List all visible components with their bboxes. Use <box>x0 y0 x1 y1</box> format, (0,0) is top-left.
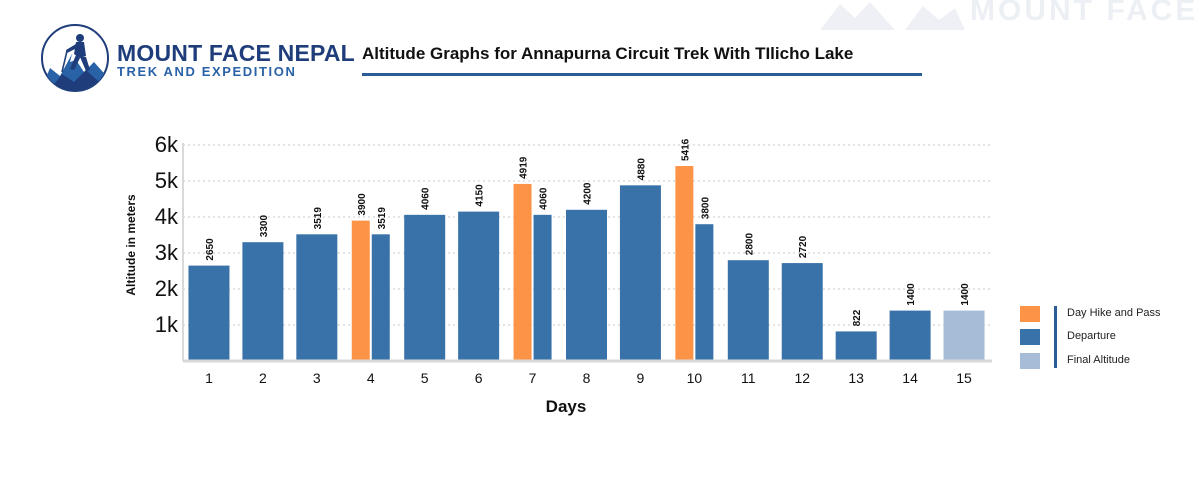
bar-day-12-departure <box>781 263 823 361</box>
y-tick-label-4k: 4k <box>155 204 179 229</box>
y-tick-label-6k: 6k <box>155 132 179 157</box>
bar-day-9-departure <box>619 185 661 361</box>
bar-day-15-final_altitude <box>943 310 985 361</box>
data-label-day-6-departure: 4150 <box>475 184 486 207</box>
y-tick-label-1k: 1k <box>155 312 179 337</box>
data-label-day-4-day_hike_and_pass: 3900 <box>357 193 368 216</box>
legend-label-final-altitude: Final Altitude <box>1067 354 1130 366</box>
bar-day-6-departure <box>458 211 500 361</box>
data-label-day-10-departure: 3800 <box>700 197 711 220</box>
y-tick-label-5k: 5k <box>155 168 179 193</box>
x-tick-label-day-14: 14 <box>902 370 918 386</box>
data-label-day-8-departure: 4200 <box>583 182 594 205</box>
legend-swatch-final-altitude <box>1020 353 1040 369</box>
x-tick-label-day-10: 10 <box>687 370 703 386</box>
data-label-day-11-departure: 2800 <box>744 233 755 256</box>
bar-day-3-departure <box>296 234 338 361</box>
brand-name: MOUNT FACE NEPAL <box>117 40 355 66</box>
bar-day-10-departure <box>695 224 714 361</box>
bars <box>188 166 985 361</box>
x-tick-label-day-3: 3 <box>313 370 321 386</box>
x-tick-label-day-11: 11 <box>741 370 756 386</box>
x-tick-label-day-2: 2 <box>259 370 267 386</box>
data-label-day-10-day_hike_and_pass: 5416 <box>680 138 691 161</box>
x-tick-label-day-13: 13 <box>848 370 864 386</box>
data-label-day-15-final_altitude: 1400 <box>960 283 971 306</box>
x-tick-label-day-9: 9 <box>637 370 645 386</box>
legend-label-departure: Departure <box>1067 330 1116 342</box>
data-label-day-2-departure: 3300 <box>259 215 270 238</box>
legend-label-day-hike: Day Hike and Pass <box>1067 307 1161 319</box>
x-tick-label-day-4: 4 <box>367 370 375 386</box>
bar-day-5-departure <box>404 214 446 361</box>
y-tick-label-3k: 3k <box>155 240 179 265</box>
x-tick-label-day-7: 7 <box>529 370 537 386</box>
data-label-day-7-day_hike_and_pass: 4919 <box>519 156 530 179</box>
title-underline <box>362 73 922 76</box>
data-label-day-3-departure: 3519 <box>313 207 324 230</box>
data-label-day-7-departure: 4060 <box>539 187 550 210</box>
chart-title: Altitude Graphs for Annapurna Circuit Tr… <box>362 44 854 63</box>
bar-day-14-departure <box>889 310 931 361</box>
data-label-day-9-departure: 4880 <box>636 158 647 181</box>
x-tick-label-day-8: 8 <box>583 370 591 386</box>
bar-day-4-day_hike_and_pass <box>351 220 370 361</box>
legend-divider <box>1054 306 1057 368</box>
y-tick-label-2k: 2k <box>155 276 179 301</box>
x-tick-label-day-15: 15 <box>956 370 972 386</box>
legend-swatch-day-hike <box>1020 306 1040 322</box>
watermark-text: MOUNT FACE <box>970 0 1199 27</box>
legend-swatch-departure <box>1020 329 1040 345</box>
data-label-day-13-departure: 822 <box>852 309 863 326</box>
x-axis-title: Days <box>546 397 587 416</box>
brand-subtitle: TREK AND EXPEDITION <box>117 64 297 79</box>
bar-day-1-departure <box>188 265 230 361</box>
bar-day-7-departure <box>533 214 552 361</box>
x-tick-label-day-6: 6 <box>475 370 483 386</box>
data-label-day-5-departure: 4060 <box>421 187 432 210</box>
bar-day-7-day_hike_and_pass <box>513 183 532 361</box>
watermark-logo <box>820 2 965 30</box>
y-axis-title: Altitude in meters <box>124 194 138 296</box>
bar-day-11-departure <box>727 260 769 361</box>
data-labels: 2650 3300 3519 3900 3519 4060 4150 4919 4060 4200… <box>205 138 971 326</box>
x-tick-label-day-1: 1 <box>205 370 213 386</box>
data-label-day-14-departure: 1400 <box>906 283 917 306</box>
x-tick-label-day-12: 12 <box>794 370 810 386</box>
bar-day-13-departure <box>835 331 877 361</box>
mount-face-nepal-logo <box>41 24 109 92</box>
x-tick-label-day-5: 5 <box>421 370 429 386</box>
data-label-day-12-departure: 2720 <box>798 235 809 258</box>
bar-day-2-departure <box>242 242 284 361</box>
bar-day-10-day_hike_and_pass <box>675 166 694 361</box>
bar-day-8-departure <box>566 209 607 361</box>
data-label-day-4-departure: 3519 <box>377 207 388 230</box>
data-label-day-1-departure: 2650 <box>205 238 216 261</box>
bar-day-4-departure <box>371 234 390 361</box>
